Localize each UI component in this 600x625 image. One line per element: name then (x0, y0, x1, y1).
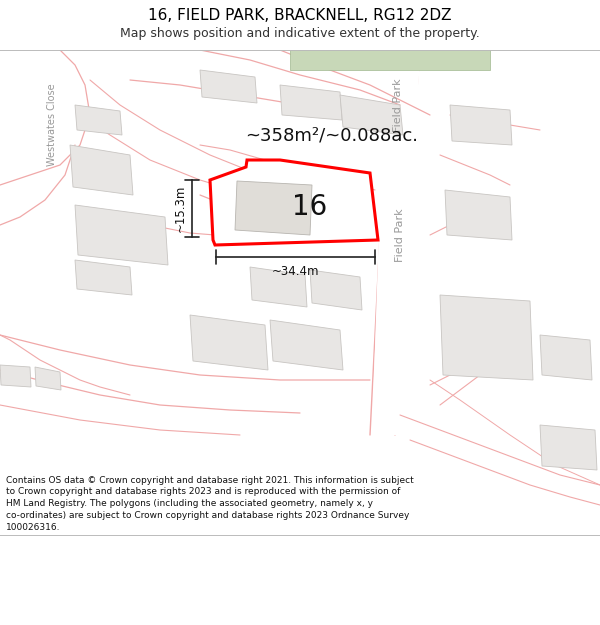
Polygon shape (440, 295, 533, 380)
Polygon shape (235, 181, 312, 235)
Text: Field Park: Field Park (395, 208, 405, 262)
Text: ~15.3m: ~15.3m (174, 185, 187, 232)
Polygon shape (310, 270, 362, 310)
Polygon shape (210, 160, 378, 245)
Text: Contains OS data © Crown copyright and database right 2021. This information is : Contains OS data © Crown copyright and d… (6, 476, 414, 532)
Text: ~358m²/~0.088ac.: ~358m²/~0.088ac. (245, 126, 418, 144)
Polygon shape (190, 315, 268, 370)
Text: Field Park: Field Park (393, 78, 403, 132)
Text: Map shows position and indicative extent of the property.: Map shows position and indicative extent… (120, 28, 480, 41)
Text: 16, FIELD PARK, BRACKNELL, RG12 2DZ: 16, FIELD PARK, BRACKNELL, RG12 2DZ (148, 8, 452, 22)
Polygon shape (372, 50, 420, 435)
Polygon shape (75, 260, 132, 295)
Polygon shape (75, 205, 168, 265)
Text: ~34.4m: ~34.4m (272, 265, 319, 278)
Polygon shape (35, 367, 61, 390)
Polygon shape (75, 105, 122, 135)
Polygon shape (540, 425, 597, 470)
Text: Westwates Close: Westwates Close (47, 84, 57, 166)
Text: 16: 16 (292, 193, 328, 221)
Polygon shape (70, 145, 133, 195)
Polygon shape (340, 95, 403, 135)
Polygon shape (445, 190, 512, 240)
Polygon shape (280, 85, 342, 120)
Polygon shape (0, 365, 31, 387)
Polygon shape (450, 105, 512, 145)
Polygon shape (200, 70, 257, 103)
Polygon shape (290, 50, 490, 70)
Polygon shape (250, 267, 307, 307)
Polygon shape (270, 320, 343, 370)
Polygon shape (540, 335, 592, 380)
